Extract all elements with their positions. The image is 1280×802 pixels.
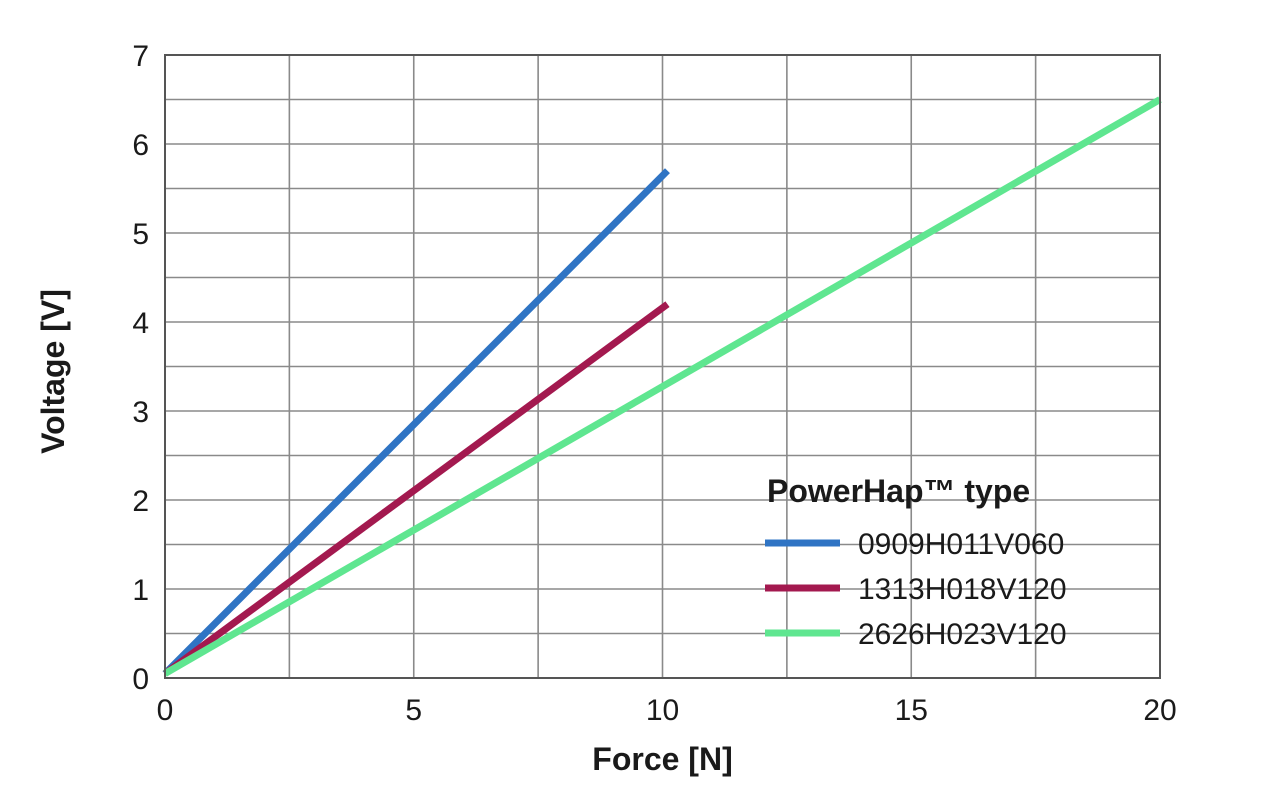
x-axis-label: Force [N] [592, 741, 732, 777]
y-tick-label: 2 [132, 485, 149, 518]
x-tick-label: 0 [157, 694, 174, 727]
y-tick-label: 5 [132, 218, 149, 251]
x-tick-label: 20 [1143, 694, 1176, 727]
series-line-1313H018V120 [162, 301, 670, 677]
y-tick-label: 0 [132, 663, 149, 696]
y-tick-label: 4 [132, 307, 149, 340]
y-tick-label: 7 [132, 40, 149, 73]
x-tick-labels: 0 5 10 15 20 [157, 694, 1177, 727]
y-tick-label: 6 [132, 129, 149, 162]
plot-frame [164, 54, 1161, 679]
y-tick-labels: 0 1 2 3 4 5 6 7 [132, 40, 149, 696]
series-line-2626H023V120 [163, 96, 1162, 677]
x-tick-label: 15 [895, 694, 928, 727]
series-lines [162, 96, 1162, 677]
legend-entry-label: 0909H011V060 [858, 528, 1064, 561]
legend-entry-label: 1313H018V120 [858, 573, 1067, 606]
y-axis-label: Voltage [V] [35, 289, 71, 454]
x-tick-label: 10 [646, 694, 679, 727]
series-line-0909H011V060 [162, 168, 670, 677]
legend: PowerHap™ type 0909H011V060 1313H018V120 2… [765, 473, 1067, 651]
x-tick-label: 5 [405, 694, 422, 727]
legend-title: PowerHap™ type [767, 473, 1030, 509]
y-tick-label: 1 [132, 574, 149, 607]
grid [164, 54, 1161, 679]
legend-entry-label: 2626H023V120 [858, 618, 1067, 651]
y-tick-label: 3 [132, 396, 149, 429]
